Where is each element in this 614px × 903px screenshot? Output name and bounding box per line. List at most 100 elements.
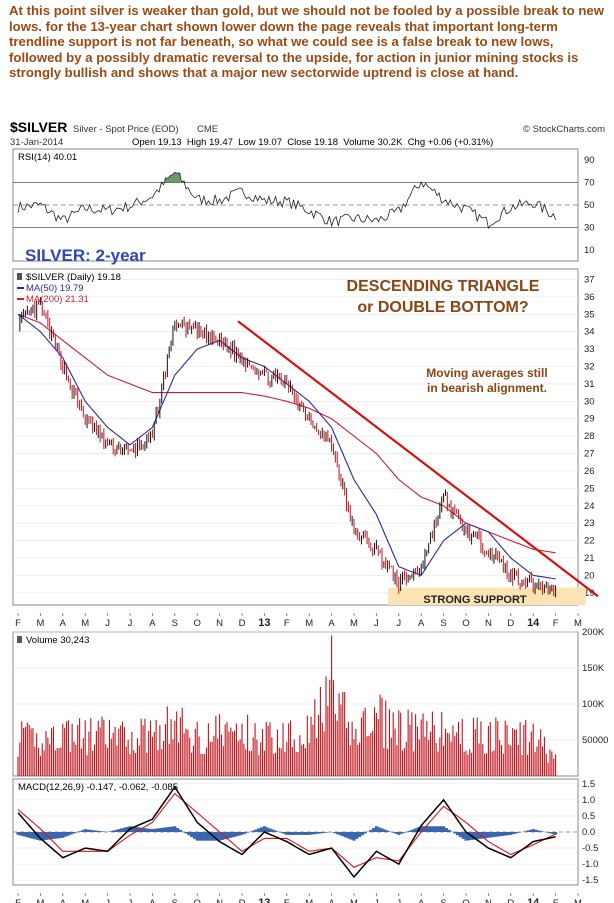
month-label: M (81, 618, 89, 629)
month-label: 13 (258, 897, 270, 903)
macd-tick-label: 0.0 (582, 827, 595, 838)
price-tick-label: 26 (584, 466, 595, 477)
month-label: J (374, 898, 379, 903)
commentary-text: At this point silver is weaker than gold… (9, 3, 604, 81)
price-tick-label: 19 (584, 588, 595, 599)
chart-symbol: $SILVER (10, 119, 67, 135)
month-label: 14 (527, 617, 540, 629)
chart-exchange: CME (197, 124, 218, 135)
month-label: J (128, 618, 133, 629)
month-label: O (194, 618, 201, 629)
month-label: S (172, 618, 178, 629)
rsi-panel: 10 30 50 70 90 RSI(14) 40.01 (12, 148, 595, 262)
month-label: S (440, 618, 446, 629)
month-label: M (305, 898, 313, 903)
price-tick-label: 30 (584, 396, 595, 407)
month-label: F (553, 898, 559, 903)
price-tick-label: 35 (584, 309, 595, 320)
month-label: A (60, 618, 67, 629)
month-label: A (418, 618, 425, 629)
macd-tick-label: -1.0 (582, 859, 598, 870)
volume-tick-label: 100K (582, 699, 605, 710)
month-label: M (350, 618, 358, 629)
pattern-title-2: or DOUBLE BOTTOM? (357, 299, 528, 316)
price-tick-label: 31 (584, 379, 595, 390)
macd-legend: MACD(12,26,9) -0.147, -0.062, -0.085 (18, 782, 178, 793)
month-label: F (15, 898, 21, 903)
macd-tick-label: -0.5 (582, 843, 598, 854)
month-label: D (507, 898, 514, 903)
macd-tick-label: -1.5 (582, 875, 598, 886)
month-label: M (574, 898, 582, 903)
price-tick-label: 22 (584, 536, 595, 547)
month-label: A (149, 898, 156, 903)
chart-name: Silver - Spot Price (EOD) (73, 124, 179, 135)
month-label: A (418, 898, 425, 903)
macd-panel: -1.5 -1.0 -0.5 0.0 0.5 1.0 1.5 MACD(12,26,9) -… (12, 778, 598, 886)
volume-tick-label: 200K (582, 627, 605, 638)
month-label: A (149, 618, 156, 629)
rsi-line (17, 172, 556, 230)
month-label: M (36, 898, 44, 903)
month-label: N (485, 898, 492, 903)
price-tick-label: 24 (584, 501, 595, 512)
month-label: M (81, 898, 89, 903)
price-tick-label: 27 (584, 449, 595, 460)
price-tick-label: 37 (584, 274, 595, 285)
quote-line: Open 19.13 High 19.47 Low 19.07 Close 19… (132, 137, 493, 148)
month-label: O (462, 898, 469, 903)
price-tick-label: 32 (584, 361, 595, 372)
descending-trendline (237, 320, 599, 598)
rsi-tick-label: 70 (584, 178, 595, 189)
ma-note-2: in bearish alignment. (427, 381, 547, 395)
month-label: J (105, 898, 110, 903)
macd-tick-label: 0.5 (582, 811, 595, 822)
month-label: 13 (258, 617, 270, 629)
price-legend-icon (17, 273, 22, 280)
pattern-title-1: DESCENDING TRIANGLE (347, 278, 540, 295)
volume-panel: 50000 100K 150K 200K Volume 30,243 (12, 627, 608, 777)
ma200-legend: MA(200) 21.31 (26, 294, 89, 305)
ma50-line (17, 313, 556, 580)
rsi-legend: RSI(14) 40.01 (18, 152, 77, 163)
support-band (388, 587, 586, 605)
month-label: F (284, 898, 290, 903)
ma50-legend: MA(50) 19.79 (26, 283, 84, 294)
month-label: N (216, 898, 223, 903)
month-label: J (105, 618, 110, 629)
month-label: O (462, 618, 469, 629)
month-label: D (239, 618, 246, 629)
month-label: D (239, 898, 246, 903)
month-label: J (128, 898, 133, 903)
price-tick-label: 25 (584, 483, 595, 494)
month-label: M (350, 898, 358, 903)
month-label: A (328, 898, 335, 903)
volume-legend: Volume 30,243 (26, 635, 89, 646)
month-label: A (60, 898, 67, 903)
price-legend: $SILVER (Daily) 19.18 (26, 272, 121, 283)
month-label: J (374, 618, 379, 629)
macd-tick-label: 1.0 (582, 795, 595, 806)
silver-period-label: SILVER: 2-year (25, 246, 146, 265)
price-tick-label: 28 (584, 431, 595, 442)
month-label: N (485, 618, 492, 629)
month-label: O (194, 898, 201, 903)
month-label: J (396, 618, 401, 629)
volume-legend-icon (17, 636, 22, 643)
month-label: A (328, 618, 335, 629)
month-label: D (507, 618, 514, 629)
volume-tick-label: 50000 (582, 735, 608, 746)
month-label: F (553, 618, 559, 629)
macd-line (17, 785, 556, 879)
month-label: M (36, 618, 44, 629)
price-tick-label: 20 (584, 570, 595, 581)
month-axis-macd: F M A M J J A S O N D 13 F M A M J J A S O N D 14 F M (15, 893, 582, 903)
rsi-tick-label: 30 (584, 222, 595, 233)
price-tick-label: 34 (584, 327, 595, 338)
chart-source: © StockCharts.com (523, 124, 605, 135)
volume-tick-label: 150K (582, 663, 605, 674)
month-label: M (574, 618, 582, 629)
month-label: 14 (527, 897, 540, 903)
month-label: F (15, 618, 21, 629)
price-frame (12, 268, 579, 606)
